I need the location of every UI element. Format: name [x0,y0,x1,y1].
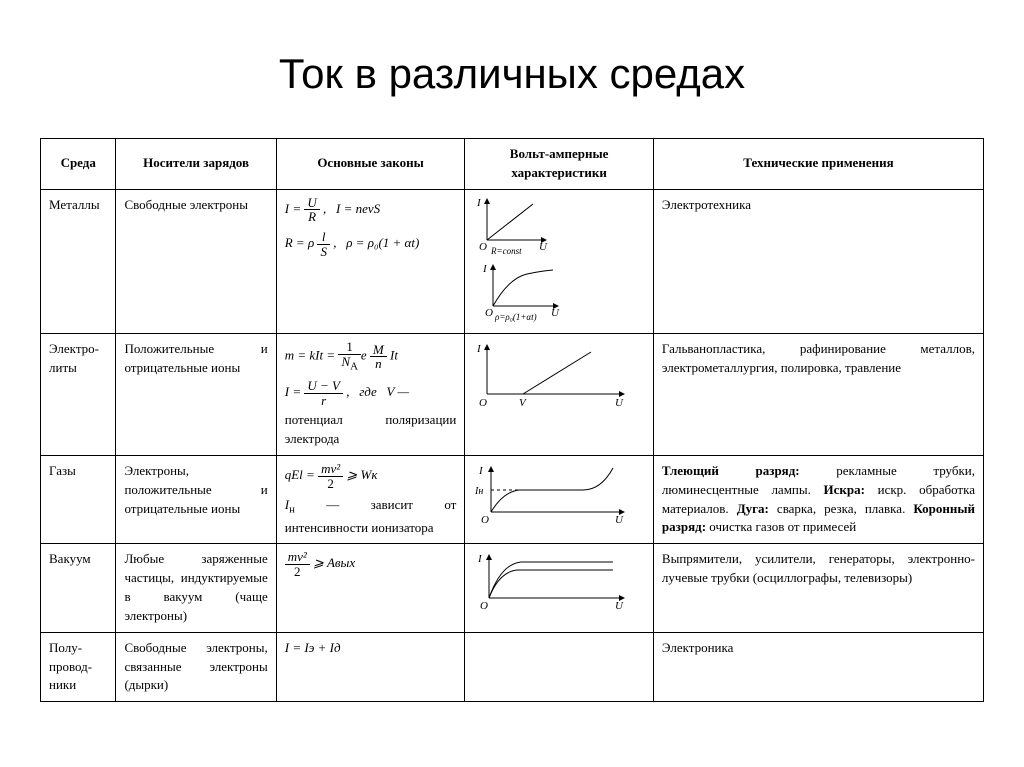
col-applications: Технические применения [653,139,983,190]
cell-env: Газы [41,455,116,543]
svg-text:U: U [615,514,624,526]
svg-text:I: I [477,553,483,565]
cell-applications: Тлеющий разряд: рекламные трубки, люмине… [653,455,983,543]
svg-text:O: O [481,514,489,526]
cell-laws: qEl = mv²2 ⩾ Wᴋ Iн — зависит от интенсив… [276,455,465,543]
cell-applications: Электротехника [653,189,983,334]
physics-table: Среда Носители зарядов Основные законы В… [40,138,984,702]
cell-laws: mv²2 ⩾ Aвых [276,544,465,632]
svg-text:I: I [482,263,488,275]
cell-vac: I U O R=const I U O ρ=ρ₀(1+αt) [465,189,654,334]
col-laws: Основные законы [276,139,465,190]
table-row-vacuum: Вакуум Любые заряженные частицы, индукти… [41,544,984,632]
table-row-gases: Газы Электроны, положительные и отрицате… [41,455,984,543]
table-header-row: Среда Носители зарядов Основные законы В… [41,139,984,190]
cell-carriers: Электроны, положительные и отрицательные… [116,455,276,543]
va-chart-linear: I U O R=const [473,196,553,262]
va-chart-offset: I O V U [473,340,633,416]
svg-text:O: O [485,307,493,319]
svg-text:I: I [478,465,484,477]
svg-text:O: O [479,241,487,253]
cell-applications: Электроника [653,632,983,702]
svg-text:I: I [476,197,482,209]
svg-text:U: U [615,397,624,409]
col-vac: Вольт-амперные характеристики [465,139,654,190]
cell-laws: I = Iэ + Iд [276,632,465,702]
svg-text:U: U [539,241,548,253]
cell-env: Полу-провод-ники [41,632,116,702]
cell-laws: I = UR , I = nevS R = ρ lS , ρ = ρ₀(1 + … [276,189,465,334]
svg-text:U: U [551,307,560,319]
cell-vac: I Iн O U [465,455,654,543]
svg-text:I: I [476,343,482,355]
svg-text:O: O [480,600,488,610]
table-row-metals: Металлы Свободные электроны I = UR , I =… [41,189,984,334]
svg-text:V: V [519,397,527,409]
cell-carriers: Положительные и отрицательные ионы [116,334,276,456]
cell-vac [465,632,654,702]
col-environment: Среда [41,139,116,190]
table-row-semiconductors: Полу-провод-ники Свободные электроны, св… [41,632,984,702]
cell-carriers: Свободные электроны [116,189,276,334]
cell-env: Металлы [41,189,116,334]
va-chart-gas: I Iн O U [473,462,633,532]
cell-applications: Выпрямители, усилители, генераторы, элек… [653,544,983,632]
svg-text:R=const: R=const [490,246,522,256]
svg-text:O: O [479,397,487,409]
va-chart-nonlinear: I U O ρ=ρ₀(1+αt) [479,262,565,328]
cell-env: Вакуум [41,544,116,632]
svg-text:ρ=ρ₀(1+αt): ρ=ρ₀(1+αt) [494,312,537,322]
cell-carriers: Свободные электроны, связанные электроны… [116,632,276,702]
formula-text: I = [285,201,301,216]
va-chart-vacuum: I O U [473,550,633,616]
cell-carriers: Любые заряженные частицы, индуктируемые … [116,544,276,632]
page-title: Ток в различных средах [40,50,984,98]
cell-laws: m = kIt = 1NAe Mn It I = U − Vr , где V … [276,334,465,456]
col-carriers: Носители зарядов [116,139,276,190]
cell-vac: I O U [465,544,654,632]
cell-vac: I O V U [465,334,654,456]
cell-env: Электро-литы [41,334,116,456]
table-row-electrolytes: Электро-литы Положительные и отрицательн… [41,334,984,456]
svg-text:Iн: Iн [474,486,483,497]
cell-applications: Гальванопластика, рафинирование металлов… [653,334,983,456]
svg-text:U: U [615,600,624,610]
